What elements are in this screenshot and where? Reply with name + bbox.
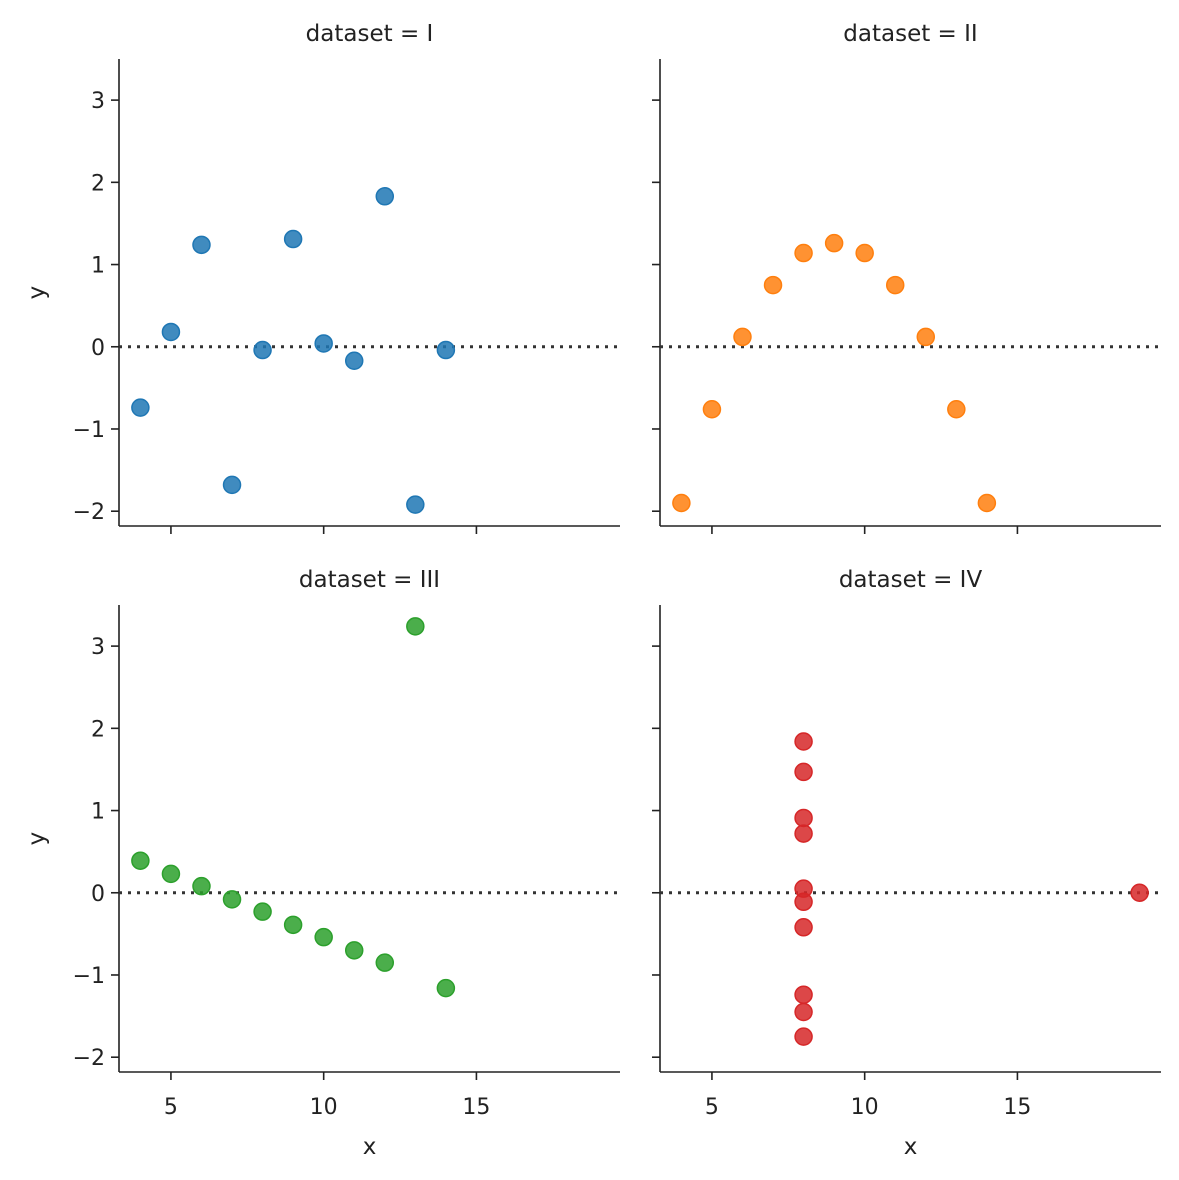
y-tick-label: 1	[91, 800, 105, 825]
panel-4: dataset = IV 5 10 15 x	[652, 567, 1161, 1160]
data-point	[733, 327, 752, 347]
data-point	[794, 762, 813, 782]
x-tick-label: 10	[310, 1095, 338, 1120]
data-point	[794, 808, 813, 828]
data-point	[283, 229, 303, 249]
data-point	[794, 824, 813, 843]
x-axis-title: x	[363, 1134, 377, 1160]
y-tick-label: 2	[91, 717, 105, 742]
data-point	[794, 732, 813, 751]
x-tick-label: 15	[462, 1095, 490, 1120]
data-point	[344, 941, 364, 960]
data-point	[192, 235, 211, 255]
data-point	[794, 1027, 813, 1046]
data-point	[253, 902, 272, 921]
y-tick-label: −1	[73, 418, 105, 443]
panel-1: dataset = I −2 −1 0 1 2 3 y	[24, 21, 620, 534]
y-tick-label: 1	[91, 254, 105, 279]
data-point	[131, 398, 150, 417]
y-tick-label: 0	[91, 336, 105, 361]
data-point	[253, 340, 272, 360]
panel-3: dataset = III −2 −1 0 1 2 3 5 10 15 x y	[24, 567, 620, 1160]
panel-title: dataset = III	[299, 567, 440, 593]
data-point	[1130, 883, 1149, 903]
y-tick-label: 3	[91, 635, 105, 660]
data-point	[794, 243, 813, 263]
data-point	[436, 978, 456, 998]
x-tick-label: 5	[705, 1095, 719, 1120]
data-point	[794, 1002, 813, 1022]
data-point	[885, 275, 905, 295]
data-point	[763, 275, 783, 295]
x-axis-title: x	[904, 1134, 918, 1160]
y-axis-title: y	[24, 832, 50, 846]
data-point	[947, 400, 966, 419]
y-tick-label: 0	[91, 882, 105, 907]
y-tick-label: −1	[73, 964, 105, 989]
y-tick-label: −2	[73, 500, 105, 525]
data-point	[824, 233, 844, 253]
data-point	[375, 187, 395, 206]
data-point	[344, 351, 364, 370]
data-point	[794, 892, 813, 912]
x-tick-label: 10	[851, 1095, 879, 1120]
data-point	[702, 400, 722, 419]
x-tick-label: 5	[164, 1095, 178, 1120]
data-point	[222, 475, 242, 495]
data-point	[406, 495, 425, 514]
data-point	[192, 876, 211, 896]
data-point	[794, 985, 813, 1004]
data-point	[314, 334, 333, 353]
y-tick-label: 2	[91, 171, 105, 196]
data-point	[375, 953, 395, 972]
data-point	[161, 864, 181, 884]
panel-title: dataset = I	[306, 21, 434, 47]
panel-title: dataset = IV	[839, 567, 983, 593]
data-point	[977, 493, 997, 513]
data-point	[406, 617, 425, 636]
y-tick-label: −2	[73, 1046, 105, 1071]
y-axis-title: y	[24, 286, 50, 300]
data-point	[131, 851, 150, 870]
data-point	[222, 890, 242, 909]
data-point	[794, 918, 813, 937]
data-point	[855, 243, 874, 263]
data-point	[436, 340, 456, 360]
data-point	[314, 927, 333, 947]
data-point	[283, 915, 303, 935]
panel-2: dataset = II	[652, 21, 1161, 534]
x-tick-label: 15	[1003, 1095, 1031, 1120]
y-tick-label: 3	[91, 89, 105, 114]
data-point	[916, 327, 936, 347]
data-point	[161, 322, 181, 342]
data-point	[672, 493, 691, 513]
panel-title: dataset = II	[843, 21, 977, 47]
